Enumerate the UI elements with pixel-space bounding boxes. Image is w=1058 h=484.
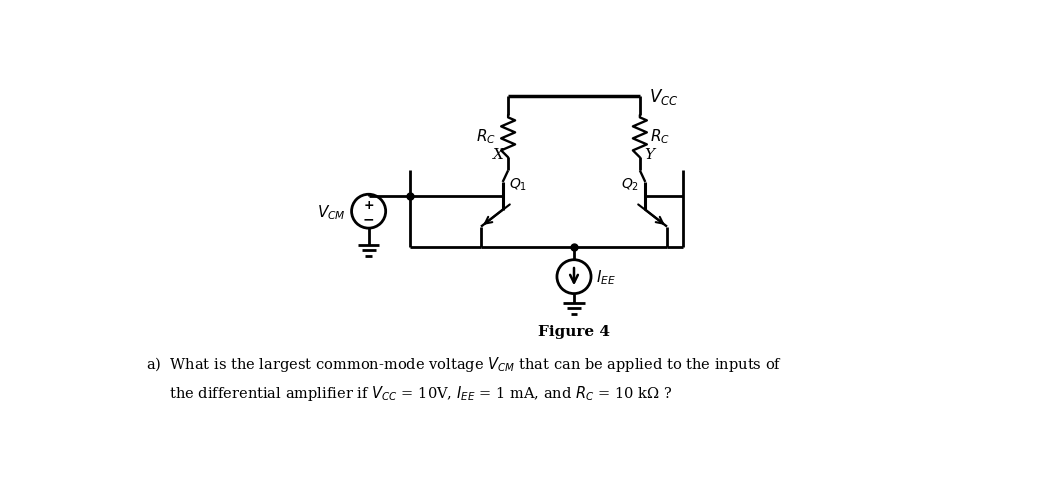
Text: $R_C$: $R_C$ <box>476 127 496 146</box>
Text: X: X <box>493 148 504 162</box>
Text: a)  What is the largest common-mode voltage $\mathit{V_{CM}}$ that can be applie: a) What is the largest common-mode volta… <box>146 354 782 373</box>
Text: −: − <box>363 212 375 226</box>
Text: $R_C$: $R_C$ <box>650 127 670 146</box>
Text: $V_{CC}$: $V_{CC}$ <box>650 87 679 106</box>
Text: $Q_2$: $Q_2$ <box>621 176 639 193</box>
Text: $I_{EE}$: $I_{EE}$ <box>596 268 616 287</box>
Text: Y: Y <box>644 148 655 162</box>
Text: $Q_1$: $Q_1$ <box>509 176 527 193</box>
Text: Figure 4: Figure 4 <box>539 324 610 338</box>
Text: $V_{CM}$: $V_{CM}$ <box>316 202 345 221</box>
Text: +: + <box>363 198 373 211</box>
Text: the differential amplifier if $\mathit{V_{CC}}$ = 10V, $\mathit{I_{EE}}$ = 1 mA,: the differential amplifier if $\mathit{V… <box>146 383 673 402</box>
